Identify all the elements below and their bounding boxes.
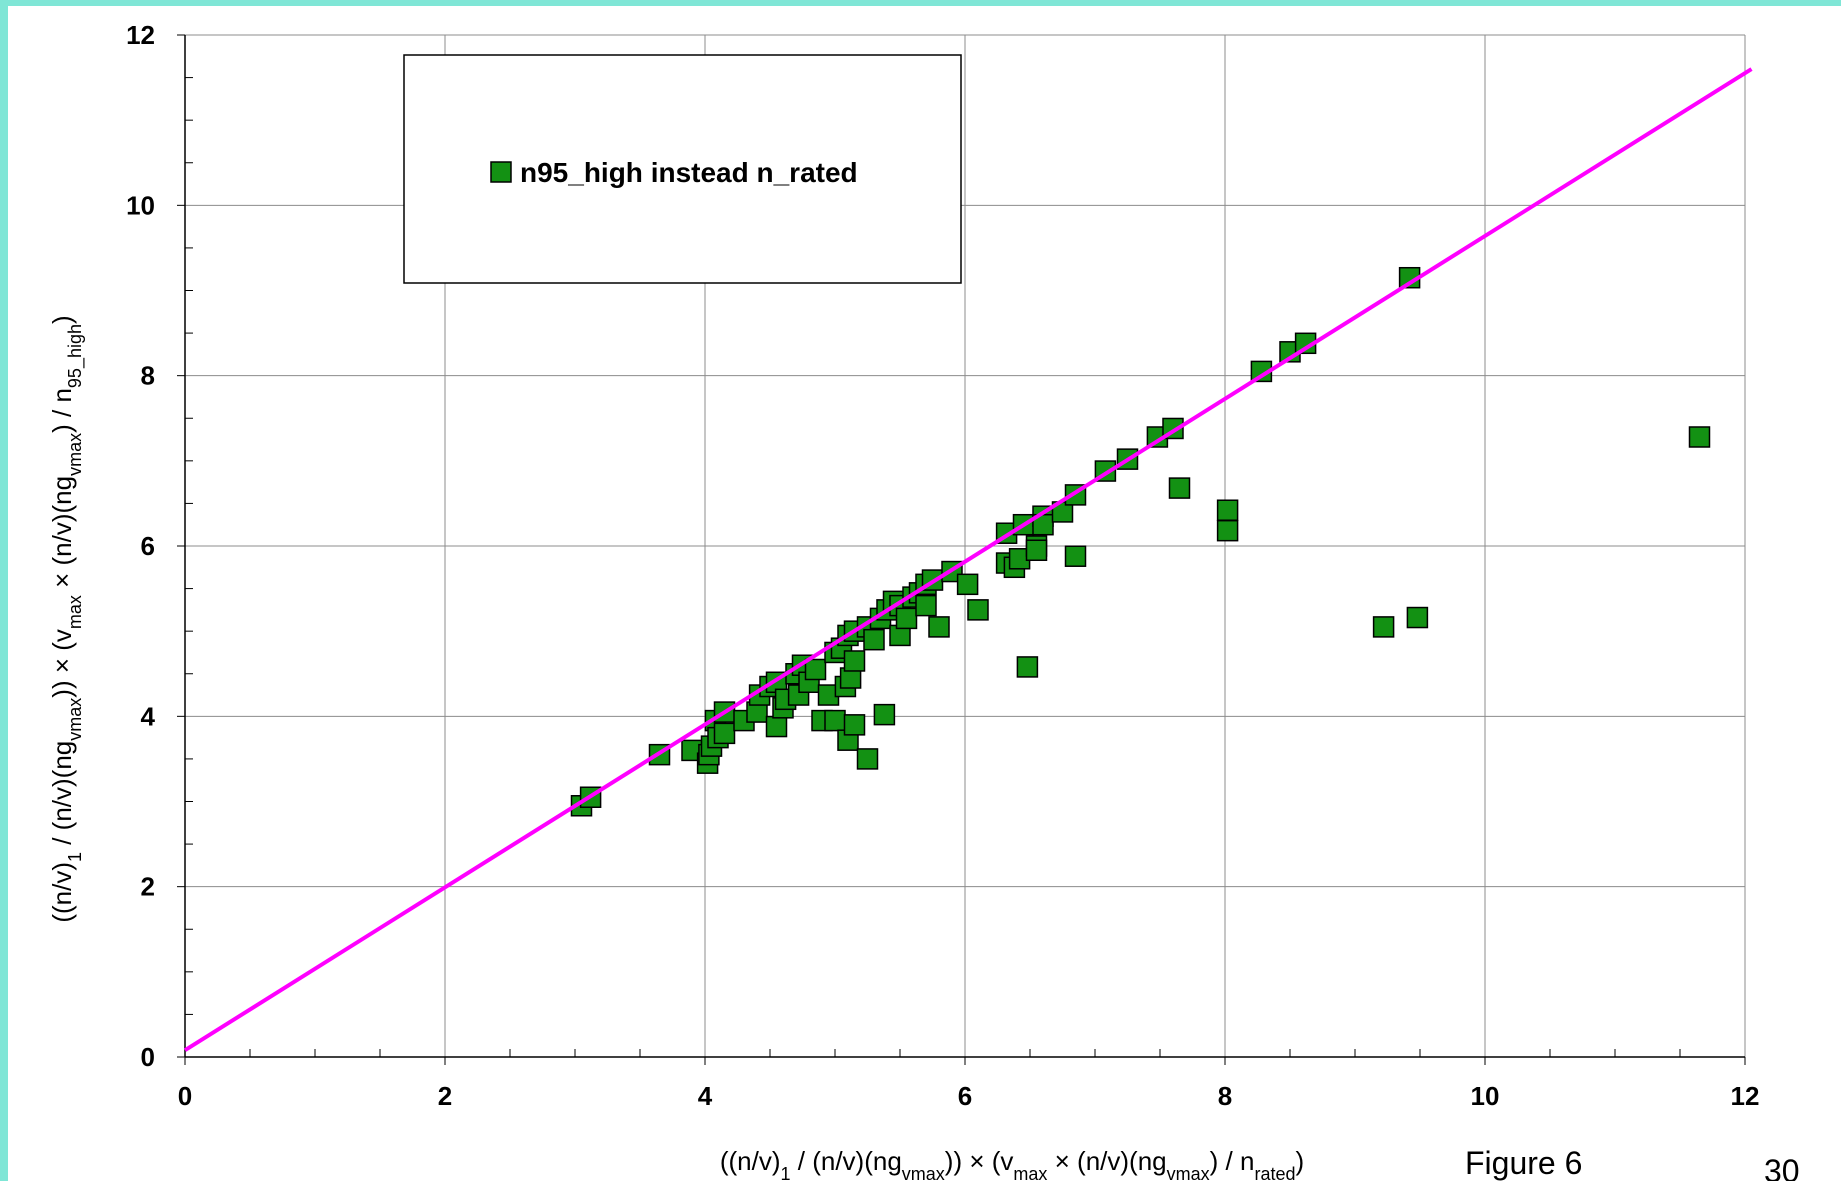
figure-label: Figure 6 <box>1465 1145 1582 1181</box>
data-point <box>863 628 885 651</box>
data-point <box>804 658 827 681</box>
data-point <box>1688 426 1711 448</box>
data-point <box>713 722 736 745</box>
x-tick-label: 6 <box>958 1081 972 1111</box>
y-tick-label: 8 <box>141 361 155 391</box>
chart-slide: 0 2 4 6 8 10 12 0 2 4 6 8 10 12 n95_high instead n_r… <box>8 6 1841 1181</box>
y-tick-label: 2 <box>141 872 155 902</box>
data-point <box>843 714 866 736</box>
grid-lines <box>185 34 1746 1057</box>
data-point <box>1168 477 1191 499</box>
x-tick-label: 8 <box>1218 1081 1232 1111</box>
legend: n95_high instead n_rated <box>403 54 962 284</box>
y-tick-label: 4 <box>141 701 156 731</box>
legend-marker <box>490 161 512 183</box>
data-point <box>1025 539 1048 562</box>
data-point <box>1406 606 1429 629</box>
y-tick-label: 0 <box>141 1042 155 1072</box>
y-tick-label: 10 <box>126 190 155 220</box>
x-tick-label: 10 <box>1471 1081 1500 1111</box>
data-point <box>1372 616 1395 638</box>
legend-label: n95_high instead n_rated <box>520 157 858 188</box>
y-tick-labels: 0 2 4 6 8 10 12 <box>126 20 155 1072</box>
y-axis-title: ((n/v)1 / (n/v)(ngvmax)) × (vmax × (n/v)… <box>47 315 86 922</box>
data-point <box>915 594 937 617</box>
minor-ticks <box>177 34 1746 1065</box>
data-point <box>1216 519 1239 542</box>
data-point <box>895 607 918 630</box>
x-tick-label: 4 <box>698 1081 713 1111</box>
data-point <box>1016 656 1039 678</box>
trend-line <box>183 67 1753 1052</box>
x-axis-title: ((n/v)1 / (n/v)(ngvmax)) × (vmax × (n/v)… <box>720 1146 1304 1181</box>
page-number: 30 <box>1764 1153 1800 1181</box>
x-tick-label: 0 <box>178 1081 192 1111</box>
data-point <box>856 748 879 770</box>
y-tick-label: 6 <box>141 531 155 561</box>
x-tick-label: 12 <box>1731 1081 1760 1111</box>
x-tick-labels: 0 2 4 6 8 10 12 <box>178 1081 1760 1111</box>
data-point <box>956 573 979 596</box>
data-point <box>928 616 950 638</box>
scatter-chart: 0 2 4 6 8 10 12 0 2 4 6 8 10 12 n95_high instead n_r… <box>47 20 1800 1181</box>
data-point <box>967 599 989 621</box>
x-tick-label: 2 <box>438 1081 452 1111</box>
data-point <box>843 650 866 672</box>
data-point <box>765 715 788 738</box>
data-point <box>1216 499 1239 521</box>
y-tick-label: 12 <box>126 20 155 50</box>
data-point <box>1064 545 1087 567</box>
data-point <box>824 709 846 732</box>
data-point <box>873 703 896 726</box>
